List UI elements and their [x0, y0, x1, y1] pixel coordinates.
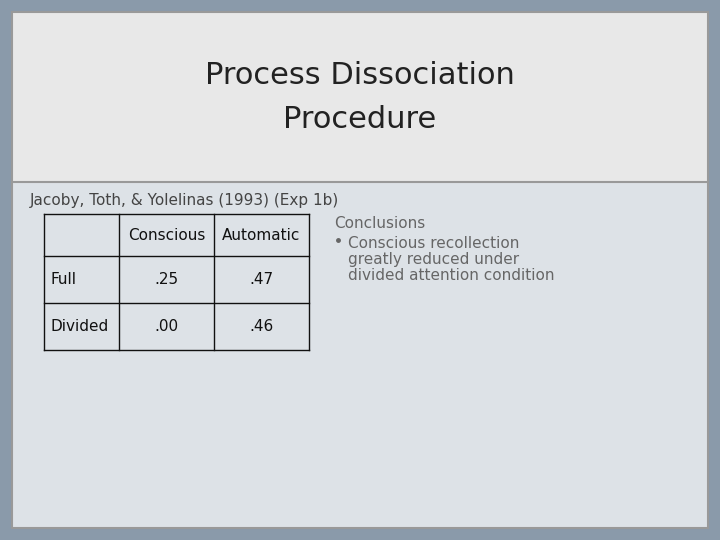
- Text: Divided: Divided: [50, 319, 108, 334]
- Text: Jacoby, Toth, & Yolelinas (1993) (Exp 1b): Jacoby, Toth, & Yolelinas (1993) (Exp 1b…: [30, 192, 339, 207]
- Text: divided attention condition: divided attention condition: [348, 268, 554, 283]
- Text: .46: .46: [249, 319, 274, 334]
- Bar: [12, 182, 708, 528]
- Text: Conscious recollection: Conscious recollection: [348, 236, 519, 251]
- Text: Full: Full: [50, 272, 76, 287]
- Text: .00: .00: [154, 319, 179, 334]
- Text: .25: .25: [154, 272, 179, 287]
- Text: greatly reduced under: greatly reduced under: [348, 252, 519, 267]
- Text: Conclusions: Conclusions: [334, 216, 426, 231]
- Bar: [12, 12, 708, 182]
- Text: Automatic: Automatic: [222, 227, 301, 242]
- Text: .47: .47: [249, 272, 274, 287]
- Text: Process Dissociation: Process Dissociation: [205, 60, 515, 90]
- Text: Procedure: Procedure: [284, 105, 436, 133]
- Text: Conscious: Conscious: [128, 227, 205, 242]
